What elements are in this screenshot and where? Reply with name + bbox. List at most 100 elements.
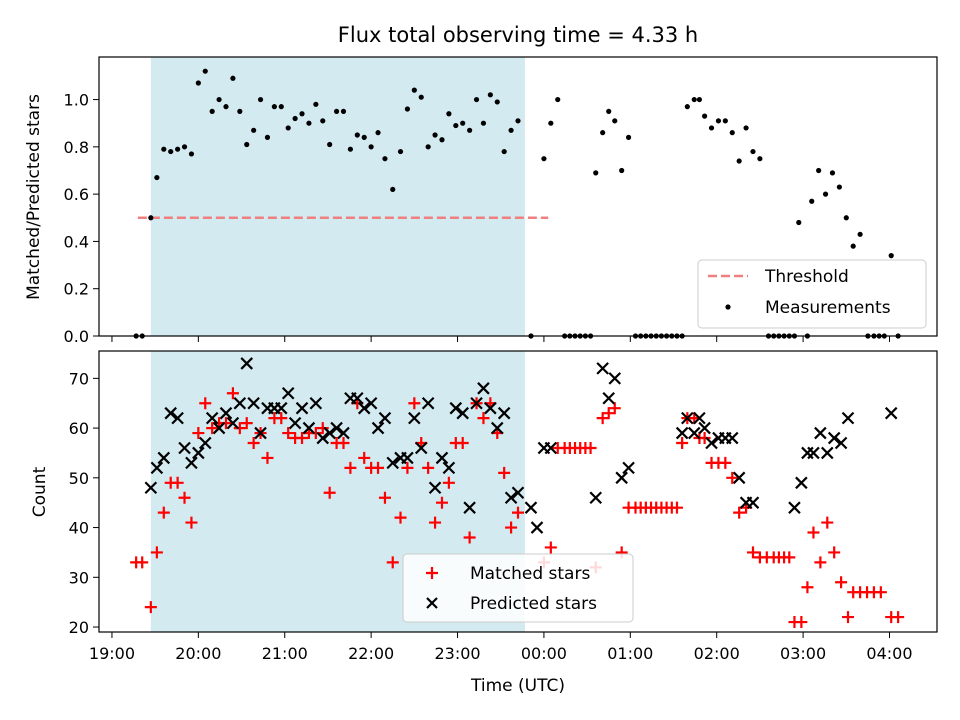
data-point xyxy=(226,416,240,430)
data-point xyxy=(408,397,421,410)
data-point xyxy=(757,156,763,162)
data-point xyxy=(460,120,466,126)
data-point xyxy=(340,108,347,114)
data-point xyxy=(347,146,353,152)
data-point xyxy=(337,426,350,440)
data-point xyxy=(316,431,330,445)
data-point xyxy=(216,96,222,103)
data-point xyxy=(188,151,195,157)
data-point xyxy=(240,357,254,370)
data-point xyxy=(449,401,463,415)
data-point xyxy=(473,96,480,103)
data-point xyxy=(705,436,718,450)
data-point xyxy=(212,421,226,435)
data-point xyxy=(494,99,500,105)
data-point xyxy=(600,130,606,136)
data-point xyxy=(164,406,177,420)
data-point xyxy=(544,541,557,554)
data-point xyxy=(230,75,236,81)
data-point xyxy=(330,421,343,435)
x-tick-label: 02:00 xyxy=(694,644,740,663)
data-point xyxy=(608,372,622,385)
data-point xyxy=(144,601,157,614)
data-point xyxy=(192,427,205,440)
y-tick-label: 30 xyxy=(69,568,89,587)
ratio-legend: Threshold Measurements xyxy=(697,259,927,329)
data-point xyxy=(411,87,417,93)
data-point xyxy=(251,127,257,133)
data-point xyxy=(456,437,469,450)
data-point xyxy=(372,461,385,474)
data-point xyxy=(404,106,411,112)
data-point xyxy=(602,407,615,420)
data-point xyxy=(195,80,201,86)
data-point xyxy=(254,426,267,440)
data-point xyxy=(337,437,350,450)
data-point xyxy=(446,111,452,117)
data-point xyxy=(432,132,438,138)
y-tick-label: 0.4 xyxy=(64,232,89,251)
x-tick-label: 20:00 xyxy=(175,644,221,663)
data-point xyxy=(244,141,250,148)
data-point xyxy=(874,586,887,599)
data-point xyxy=(456,406,469,420)
data-point xyxy=(185,456,198,470)
data-point xyxy=(589,491,603,504)
data-point xyxy=(351,391,364,405)
data-point xyxy=(606,108,612,114)
data-point xyxy=(515,118,521,124)
plot-frame xyxy=(98,350,938,633)
data-point xyxy=(292,115,298,122)
data-point xyxy=(247,437,260,450)
data-point xyxy=(548,120,554,126)
data-point xyxy=(497,406,511,420)
data-point xyxy=(596,362,609,375)
data-point xyxy=(524,501,538,514)
data-point xyxy=(698,421,711,435)
data-point xyxy=(504,491,518,504)
data-point xyxy=(835,576,848,589)
data-point xyxy=(178,441,191,455)
data-point xyxy=(801,581,814,594)
data-point xyxy=(144,481,158,495)
data-point xyxy=(306,120,312,126)
y-tick-label: 40 xyxy=(69,519,89,538)
data-point xyxy=(821,446,834,460)
x-axis-label: Time (UTC) xyxy=(470,676,565,696)
y-tick-label: 50 xyxy=(69,469,89,488)
data-point xyxy=(233,396,247,410)
x-tick-label: 03:00 xyxy=(780,644,826,663)
data-point xyxy=(199,397,212,410)
count-y-axis-label: Count xyxy=(30,466,50,517)
data-point xyxy=(584,441,597,454)
data-point xyxy=(333,108,340,114)
x-tick-label: 19:00 xyxy=(89,644,135,663)
observing-span-shade xyxy=(150,57,525,336)
data-point xyxy=(732,471,746,485)
data-point xyxy=(240,417,253,430)
data-point xyxy=(850,243,856,249)
data-point xyxy=(281,386,295,400)
data-point xyxy=(743,125,749,131)
y-tick-label: 70 xyxy=(69,369,89,388)
data-point xyxy=(219,417,232,430)
data-point xyxy=(602,391,615,405)
data-point xyxy=(390,186,396,193)
data-point xyxy=(809,198,815,204)
data-point xyxy=(275,412,288,425)
data-point xyxy=(386,456,400,470)
data-point xyxy=(223,104,229,110)
data-point xyxy=(150,546,163,559)
data-point xyxy=(414,441,428,455)
data-point xyxy=(696,96,703,103)
data-point xyxy=(205,411,219,425)
data-point xyxy=(843,215,849,221)
data-point xyxy=(487,92,493,98)
data-point xyxy=(687,426,701,440)
data-point xyxy=(428,481,442,495)
x-tick-label: 00:00 xyxy=(521,644,567,663)
data-point xyxy=(442,476,455,489)
data-point xyxy=(783,551,796,564)
data-point xyxy=(829,170,836,176)
